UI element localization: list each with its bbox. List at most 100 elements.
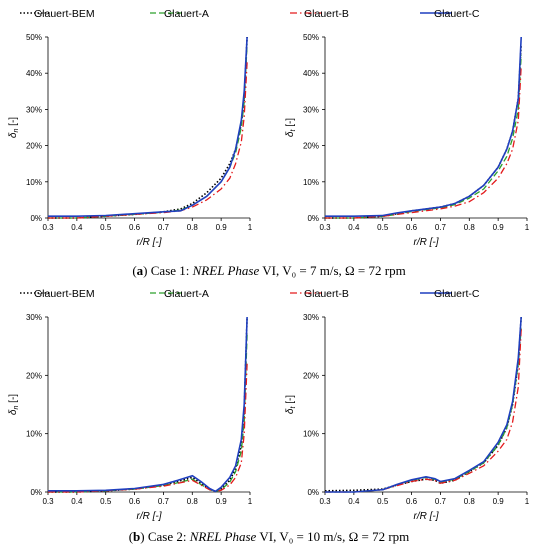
chart-a-left: 0% 10% 20% 30% 40% 50% 0.3 0.4 0.5 0.6 0.7 0.8 0.9 1 r… — [8, 33, 253, 248]
legend-item: Glauert-BEM — [20, 288, 95, 300]
caption-a-roman: VI — [262, 263, 276, 278]
x-tick-label: 0.6 — [406, 223, 418, 232]
series-line-glauert-a — [325, 328, 522, 493]
x-axis-label: r/R [-] — [414, 511, 439, 522]
x-tick-label: 0.7 — [158, 223, 170, 232]
series-line-glauert-bem — [48, 36, 248, 219]
y-tick-label: 20% — [26, 371, 42, 380]
y-tick-label: 10% — [26, 178, 42, 187]
x-tick-label: 0.6 — [129, 497, 141, 506]
legend-item: Glauert-B — [290, 8, 349, 20]
series-line-glauert-c — [325, 316, 522, 493]
caption-b: (b) Case 2: NREL Phase VI, V₀ = 10 m/s, … — [129, 529, 410, 544]
y-label-unit: [-] — [285, 118, 296, 130]
y-label-symbol: δ — [285, 131, 296, 137]
series-line-glauert-b — [48, 62, 248, 219]
x-tick-label: 0.3 — [319, 223, 331, 232]
x-tick-label: 0.8 — [464, 223, 476, 232]
row-b: 0%10%20%30%0.3 0.4 0.5 0.6 0.7 0.8 0.9 1r/R [-]… — [8, 313, 530, 522]
x-tick-label: 0.5 — [100, 497, 112, 506]
y-label-subscript: t — [290, 129, 297, 132]
series-line-glauert-bem — [48, 316, 248, 493]
y-tick-label: 0% — [307, 488, 319, 497]
y-axis-label: δn [-] — [8, 394, 20, 415]
y-tick-label: 0% — [30, 214, 42, 223]
y-label-symbol: δ — [285, 408, 296, 414]
y-tick-label: 20% — [303, 142, 319, 151]
series-line-glauert-bem — [325, 44, 522, 219]
y-axis-label: δt [-] — [285, 395, 297, 414]
x-tick-label: 0.9 — [216, 223, 228, 232]
series-line-glauert-b — [48, 363, 248, 493]
legend-label: Glauert-BEM — [34, 288, 95, 300]
y-label-subscript: n — [13, 129, 20, 133]
legend-item: Glauert-A — [150, 8, 209, 20]
x-tick-label: 0.7 — [435, 497, 447, 506]
legend-label: Glauert-A — [164, 8, 209, 20]
legend-item: Glauert-C — [420, 8, 480, 20]
x-tick-label: 0.3 — [42, 497, 54, 506]
legend-bottom: Glauert-BEM Glauert-A Glauert-B Glauert-C — [20, 288, 480, 300]
series-line-glauert-b — [325, 328, 522, 493]
caption-b-pre: Case 2: — [148, 529, 190, 544]
y-tick-label: 50% — [303, 33, 319, 42]
y-label-subscript: t — [290, 406, 297, 409]
y-label-unit: [-] — [8, 117, 19, 129]
x-tick-label: 0.9 — [493, 497, 505, 506]
y-label-subscript: n — [13, 406, 20, 410]
y-tick-label: 20% — [303, 371, 319, 380]
y-label-symbol: δ — [8, 409, 19, 415]
legend-label: Glauert-BEM — [34, 8, 95, 20]
y-tick-label: 0% — [30, 488, 42, 497]
x-tick-label: 0.5 — [100, 223, 112, 232]
x-tick-label: 0.4 — [348, 223, 360, 232]
x-tick-label: 0.9 — [493, 223, 505, 232]
y-tick-label: 30% — [26, 313, 42, 322]
legend-item: Glauert-C — [420, 288, 480, 300]
y-tick-label: 20% — [26, 142, 42, 151]
y-tick-label: 30% — [303, 105, 319, 114]
x-tick-label: 0.8 — [464, 497, 476, 506]
series-line-glauert-c — [325, 36, 522, 217]
y-tick-label: 30% — [26, 105, 42, 114]
y-axis-label: δt [-] — [285, 118, 297, 137]
y-tick-label: 50% — [26, 33, 42, 42]
x-tick-label: 1 — [525, 497, 530, 506]
legend-label: Glauert-A — [164, 288, 209, 300]
x-tick-label: 1 — [525, 223, 530, 232]
y-tick-label: 0% — [307, 214, 319, 223]
chart-b-right: 0% 10% 20% 30% 0.3 0.4 0.5 0.6 0.7 0.8 0.9 1 r/R [-]… — [285, 313, 530, 522]
series-line-glauert-a — [325, 55, 522, 219]
y-label-unit: [-] — [285, 395, 296, 407]
x-axis-label: r/R [-] — [137, 237, 162, 248]
caption-b-roman: VI — [259, 529, 273, 544]
legend-label: Glauert-B — [304, 8, 349, 20]
chart-a-right: 0% 10% 20% 30% 40% 50% 0.3 0.4 0.5 0.6 0.7 0.8 0.9 1 r… — [285, 33, 530, 248]
x-tick-label: 0.4 — [71, 497, 83, 506]
y-axis-label: δn [-] — [8, 117, 20, 138]
x-tick-label: 1 — [248, 223, 253, 232]
y-tick-label: 10% — [303, 178, 319, 187]
series-line-glauert-c — [48, 316, 248, 493]
x-tick-label: 0.4 — [348, 497, 360, 506]
caption-a-rest: , V₀ = 7 m/s, Ω = 72 rpm — [276, 263, 406, 278]
y-tick-label: 10% — [303, 430, 319, 439]
legend-label: Glauert-C — [434, 288, 480, 300]
y-tick-label: 10% — [26, 430, 42, 439]
x-tick-label: 0.7 — [435, 223, 447, 232]
y-tick-label: 40% — [303, 69, 319, 78]
x-tick-label: 0.3 — [319, 497, 331, 506]
x-tick-label: 0.8 — [187, 223, 199, 232]
x-tick-label: 0.8 — [187, 497, 199, 506]
caption-a: (a) Case 1: NREL Phase VI, V₀ = 7 m/s, Ω… — [132, 263, 405, 278]
caption-a-italic: NREL Phase — [192, 263, 260, 278]
series-line-glauert-b — [325, 65, 522, 219]
x-tick-label: 1 — [248, 497, 253, 506]
caption-a-pre: Case 1: — [151, 263, 193, 278]
x-tick-label: 0.4 — [71, 223, 83, 232]
x-tick-label: 0.6 — [129, 223, 141, 232]
x-tick-label: 0.6 — [406, 497, 418, 506]
y-label-unit: [-] — [8, 394, 19, 406]
series-line-glauert-c — [48, 36, 248, 217]
